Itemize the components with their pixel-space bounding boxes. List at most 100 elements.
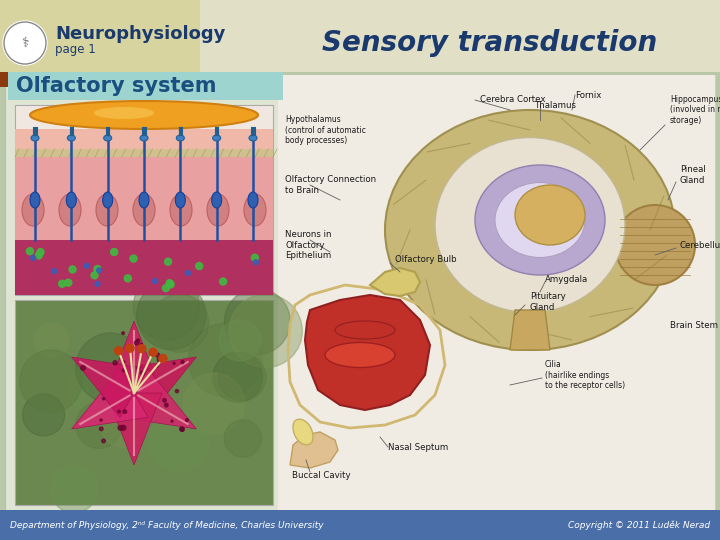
Circle shape (224, 420, 261, 457)
Text: Pineal
Gland: Pineal Gland (680, 165, 706, 185)
Circle shape (181, 361, 184, 363)
Ellipse shape (68, 135, 76, 141)
Text: Olfactory system: Olfactory system (16, 76, 217, 96)
Circle shape (118, 410, 120, 413)
Polygon shape (290, 432, 338, 468)
Polygon shape (370, 268, 420, 296)
Ellipse shape (22, 194, 44, 226)
Circle shape (35, 252, 42, 259)
Text: Hippocampus
(involved in memory
storage): Hippocampus (involved in memory storage) (670, 95, 720, 125)
Circle shape (95, 281, 100, 286)
Ellipse shape (140, 135, 148, 141)
Circle shape (121, 426, 126, 430)
Ellipse shape (59, 194, 81, 226)
Text: Pituitary
Gland: Pituitary Gland (530, 292, 566, 312)
Polygon shape (0, 72, 230, 87)
Circle shape (27, 248, 33, 255)
Ellipse shape (103, 192, 112, 208)
Ellipse shape (31, 135, 39, 141)
Circle shape (122, 369, 125, 372)
Ellipse shape (615, 205, 695, 285)
Circle shape (140, 371, 145, 375)
Text: Department of Physiology, 2ⁿᵈ Faculty of Medicine, Charles University: Department of Physiology, 2ⁿᵈ Faculty of… (10, 521, 323, 530)
Bar (5, 75, 715, 510)
Ellipse shape (212, 192, 222, 208)
Circle shape (189, 323, 262, 397)
Ellipse shape (515, 185, 585, 245)
Circle shape (156, 365, 158, 367)
Ellipse shape (207, 194, 229, 226)
Circle shape (183, 373, 245, 435)
Circle shape (219, 320, 261, 361)
Polygon shape (305, 295, 430, 410)
Circle shape (19, 350, 82, 412)
Circle shape (159, 355, 167, 362)
Circle shape (166, 280, 173, 287)
Bar (5, 75, 715, 510)
Circle shape (94, 266, 101, 273)
Circle shape (37, 248, 44, 255)
Ellipse shape (495, 183, 585, 258)
Circle shape (122, 361, 125, 363)
Circle shape (96, 268, 102, 273)
Circle shape (225, 288, 290, 354)
Bar (278, 75, 715, 510)
Circle shape (137, 339, 140, 342)
Circle shape (91, 272, 98, 279)
Bar (15, 129, 273, 149)
Ellipse shape (94, 107, 154, 119)
Text: page 1: page 1 (55, 43, 96, 56)
Circle shape (135, 341, 139, 345)
Ellipse shape (248, 192, 258, 208)
Circle shape (163, 285, 169, 292)
Circle shape (50, 465, 98, 513)
Ellipse shape (96, 194, 118, 226)
Circle shape (22, 394, 65, 436)
Bar (15, 155, 273, 240)
Circle shape (180, 427, 184, 431)
Bar (0, 510, 720, 540)
Text: Hypothalamus
(control of automatic
body processes): Hypothalamus (control of automatic body … (285, 115, 366, 145)
Circle shape (81, 366, 86, 370)
Circle shape (102, 397, 105, 400)
Bar (15, 240, 273, 295)
Circle shape (153, 279, 158, 284)
Circle shape (125, 275, 131, 282)
Circle shape (69, 266, 76, 273)
Circle shape (157, 357, 162, 362)
Circle shape (165, 403, 168, 407)
Polygon shape (106, 321, 162, 393)
Circle shape (167, 281, 174, 288)
Circle shape (102, 439, 105, 443)
Circle shape (229, 294, 302, 368)
Bar (200, 0, 720, 72)
Ellipse shape (244, 194, 266, 226)
Circle shape (126, 344, 134, 352)
Text: Cerebellum: Cerebellum (680, 240, 720, 249)
Circle shape (181, 428, 184, 431)
Circle shape (171, 420, 173, 422)
Circle shape (137, 367, 140, 369)
Text: Neurons in
Olfactory
Epithelium: Neurons in Olfactory Epithelium (285, 230, 331, 260)
Circle shape (84, 264, 89, 268)
Circle shape (251, 254, 258, 261)
Ellipse shape (435, 138, 625, 313)
Polygon shape (72, 369, 148, 429)
Ellipse shape (212, 135, 220, 141)
Ellipse shape (104, 135, 112, 141)
Circle shape (68, 357, 130, 418)
Circle shape (185, 271, 190, 275)
Circle shape (99, 427, 103, 430)
Circle shape (133, 274, 199, 340)
Bar (15, 149, 273, 157)
Circle shape (58, 280, 66, 287)
Circle shape (196, 262, 203, 269)
Text: Copyright © 2011 Luděk Nerad: Copyright © 2011 Luděk Nerad (568, 520, 710, 530)
Ellipse shape (385, 110, 675, 350)
Ellipse shape (325, 342, 395, 368)
Circle shape (76, 402, 122, 448)
Ellipse shape (475, 165, 605, 275)
Text: Cerebra Cortex: Cerebra Cortex (480, 96, 546, 105)
Circle shape (149, 348, 157, 356)
Circle shape (111, 248, 117, 255)
